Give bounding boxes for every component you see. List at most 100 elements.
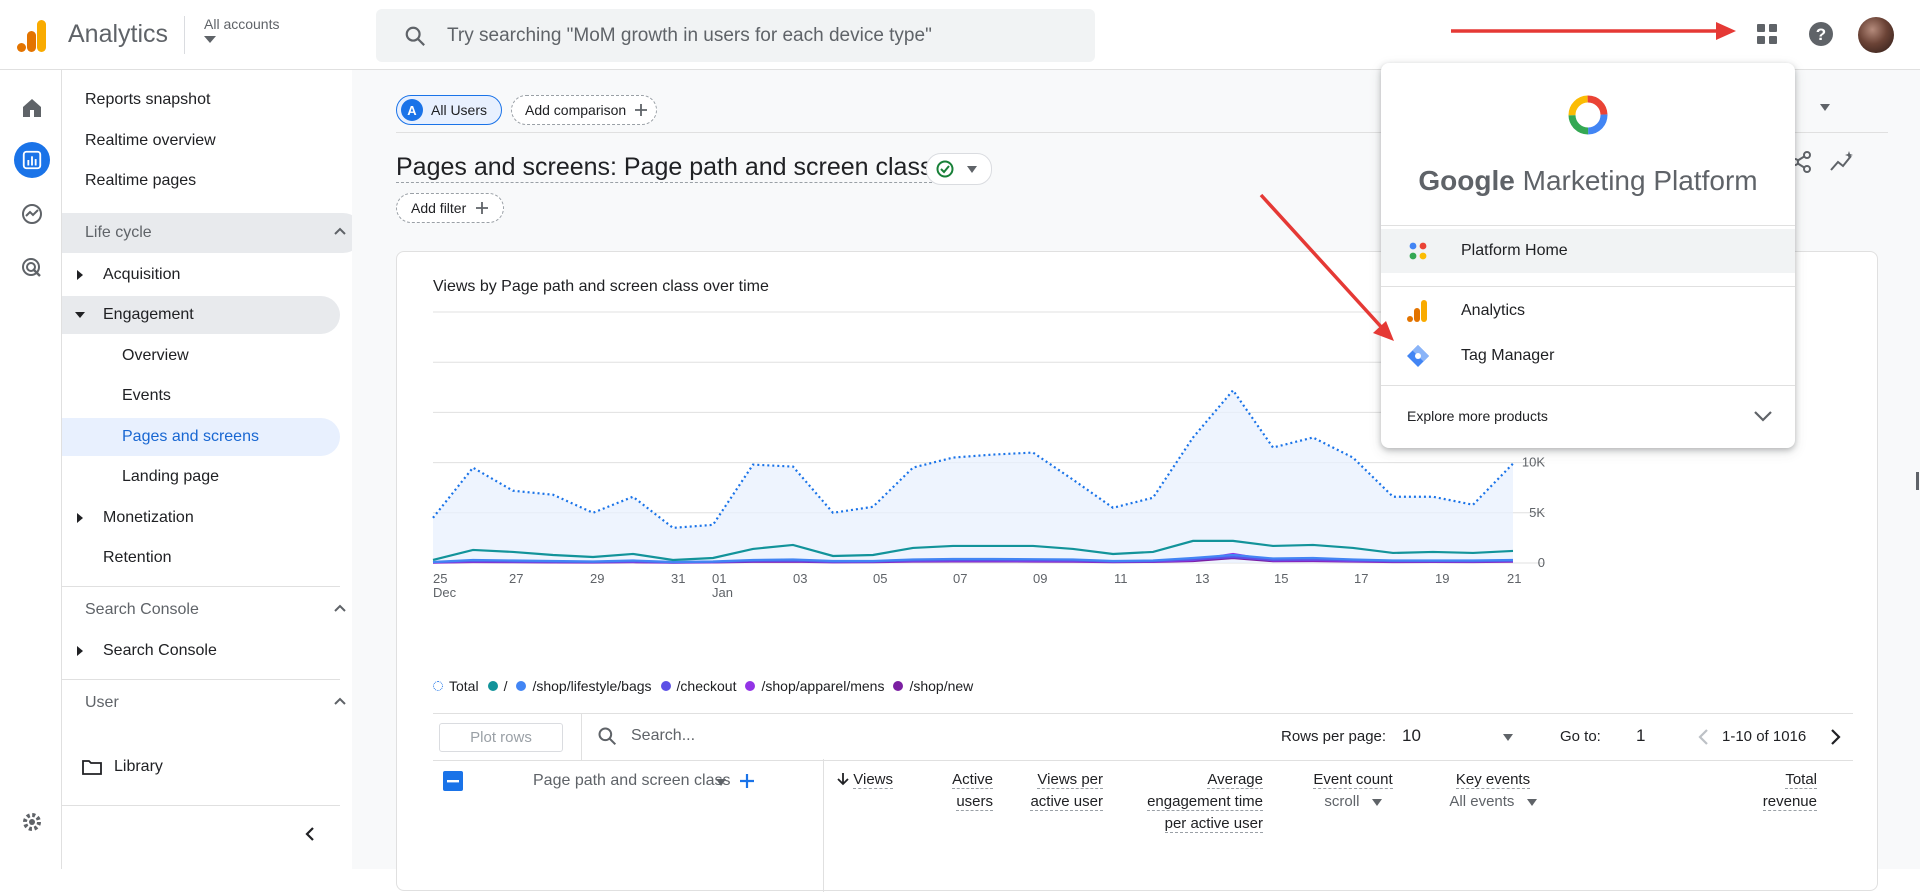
- sidebar-item-monetization[interactable]: Monetization: [62, 499, 340, 537]
- sidebar-item-retention[interactable]: Retention: [62, 539, 340, 577]
- caret-down-icon[interactable]: [1503, 734, 1513, 741]
- explore-icon[interactable]: [14, 196, 50, 232]
- add-filter-button[interactable]: Add filter: [396, 193, 504, 223]
- section-lifecycle[interactable]: Life cycle: [62, 213, 363, 253]
- help-icon[interactable]: ?: [1805, 18, 1837, 50]
- legend-swatch: [487, 681, 498, 691]
- table-search-input[interactable]: Search...: [597, 726, 1117, 746]
- sidebar-item-reports-snapshot[interactable]: Reports snapshot: [62, 81, 340, 119]
- series-line-[interactable]: [432, 539, 1514, 562]
- legend-item[interactable]: /: [487, 678, 507, 694]
- x-tick-label: 21: [1507, 571, 1521, 586]
- sidebar-item-landing-page[interactable]: Landing page: [62, 458, 340, 496]
- column-event-count[interactable]: Event count scroll: [1293, 769, 1413, 813]
- x-tick-label: 09: [1033, 571, 1047, 586]
- x-tick-label: 07: [953, 571, 967, 586]
- x-tick-label: 01: [712, 571, 726, 586]
- sidebar-item-pages-and-screens[interactable]: Pages and screens: [62, 418, 340, 456]
- column-label: Active: [952, 771, 993, 789]
- table-toolbar: Plot rows Search... Rows per page: 10 Go…: [433, 713, 1853, 761]
- column-average-engagement-time[interactable]: Average engagement time per active user: [1113, 769, 1263, 835]
- section-user[interactable]: User: [62, 683, 363, 723]
- plus-icon: [476, 202, 489, 214]
- explore-more-products[interactable]: Explore more products: [1381, 394, 1795, 438]
- apps-grid-icon[interactable]: [1751, 18, 1783, 50]
- sidebar-divider: [62, 805, 340, 806]
- legend-item[interactable]: Total: [433, 678, 479, 694]
- x-tick-label: 13: [1195, 571, 1209, 586]
- avatar[interactable]: [1858, 17, 1894, 53]
- x-tick-label: 15: [1274, 571, 1288, 586]
- section-label: Life cycle: [85, 224, 152, 241]
- scrollbar-thumb[interactable]: [1916, 472, 1919, 490]
- column-key-events[interactable]: Key events All events: [1433, 769, 1553, 813]
- sidebar-divider: [62, 679, 340, 680]
- sidebar-item-acquisition[interactable]: Acquisition: [62, 256, 340, 294]
- goto-input[interactable]: 1: [1636, 726, 1646, 745]
- plot-rows-button[interactable]: Plot rows: [439, 723, 563, 752]
- caret-down-icon: [1526, 799, 1537, 806]
- insights-icon[interactable]: [1829, 150, 1855, 174]
- reports-icon[interactable]: [14, 142, 50, 178]
- search-icon: [598, 727, 617, 746]
- collapse-sidebar-icon[interactable]: [302, 826, 318, 842]
- series-total-area: [433, 390, 1513, 563]
- series-line-shop-lifestyle-bags[interactable]: [432, 553, 1514, 564]
- legend-item[interactable]: /shop/lifestyle/bags: [516, 678, 652, 694]
- x-tick-label: 17: [1354, 571, 1368, 586]
- column-views[interactable]: Views: [823, 769, 893, 791]
- account-picker[interactable]: All accounts: [204, 16, 279, 43]
- column-label: Views: [853, 771, 893, 789]
- sidebar-item-label: Monetization: [103, 509, 194, 526]
- section-search-console[interactable]: Search Console: [62, 590, 363, 630]
- segment-chip-all-users[interactable]: A All Users: [396, 95, 502, 125]
- section-label: User: [85, 694, 119, 711]
- column-total-revenue[interactable]: Total revenue: [1733, 769, 1817, 813]
- platform-home-link[interactable]: Platform Home: [1381, 229, 1795, 273]
- sidebar-item-realtime-overview[interactable]: Realtime overview: [62, 122, 340, 160]
- sidebar-item-label: Reports snapshot: [85, 91, 211, 108]
- share-icon[interactable]: [1789, 150, 1813, 174]
- legend-label: Total: [449, 678, 479, 694]
- caret-down-icon[interactable]: [716, 779, 726, 786]
- sidebar-item-overview[interactable]: Overview: [62, 337, 340, 375]
- sidebar-item-label: Overview: [122, 347, 189, 364]
- sidebar-item-engagement[interactable]: Engagement: [62, 296, 340, 334]
- column-active-users[interactable]: Active users: [903, 769, 993, 813]
- sidebar-item-library[interactable]: Library: [62, 748, 340, 786]
- chevron-left-icon[interactable]: [1696, 728, 1710, 746]
- legend-item[interactable]: /shop/new: [893, 678, 973, 694]
- advertising-icon[interactable]: [14, 250, 50, 286]
- analytics-logo[interactable]: [17, 20, 47, 52]
- dimension-header[interactable]: Page path and screen class: [533, 772, 731, 789]
- legend-label: /shop/lifestyle/bags: [532, 678, 652, 694]
- rows-per-page-select[interactable]: 10: [1402, 726, 1421, 745]
- legend-label: /checkout: [676, 678, 737, 694]
- add-comparison-button[interactable]: Add comparison: [511, 95, 657, 125]
- chevron-right-icon[interactable]: [1829, 728, 1843, 746]
- chart-card: Views by Page path and screen class over…: [396, 251, 1878, 892]
- sidebar-item-search-console[interactable]: Search Console: [62, 632, 340, 670]
- data-quality-status-chip[interactable]: [926, 153, 992, 185]
- x-tick-label: 11: [1114, 571, 1128, 586]
- analytics-link[interactable]: Analytics: [1381, 289, 1795, 333]
- column-views-per-active-user[interactable]: Views per active user: [1003, 769, 1103, 813]
- column-label: engagement time: [1147, 793, 1263, 811]
- sidebar-item-events[interactable]: Events: [62, 377, 340, 415]
- marketing-platform-wordmark: Google Marketing Platform: [1381, 165, 1795, 197]
- sidebar-nav: Reports snapshot Realtime overview Realt…: [62, 70, 363, 869]
- legend-item[interactable]: /checkout: [660, 678, 737, 694]
- select-all-checkbox[interactable]: [443, 771, 463, 791]
- settings-gear-icon[interactable]: [14, 804, 50, 840]
- page-title[interactable]: Pages and screens: Page path and screen …: [396, 153, 933, 183]
- series-line-total[interactable]: [432, 388, 1514, 529]
- tag-manager-link[interactable]: Tag Manager: [1381, 334, 1795, 378]
- add-dimension-plus-icon[interactable]: [739, 773, 755, 789]
- home-icon[interactable]: [14, 90, 50, 126]
- sidebar-item-realtime-pages[interactable]: Realtime pages: [62, 162, 340, 200]
- search-input[interactable]: Try searching "MoM growth in users for e…: [376, 9, 1095, 62]
- legend-label: /shop/new: [909, 678, 974, 694]
- caret-down-icon: [967, 166, 977, 173]
- legend-item[interactable]: /shop/apparel/mens: [745, 678, 884, 694]
